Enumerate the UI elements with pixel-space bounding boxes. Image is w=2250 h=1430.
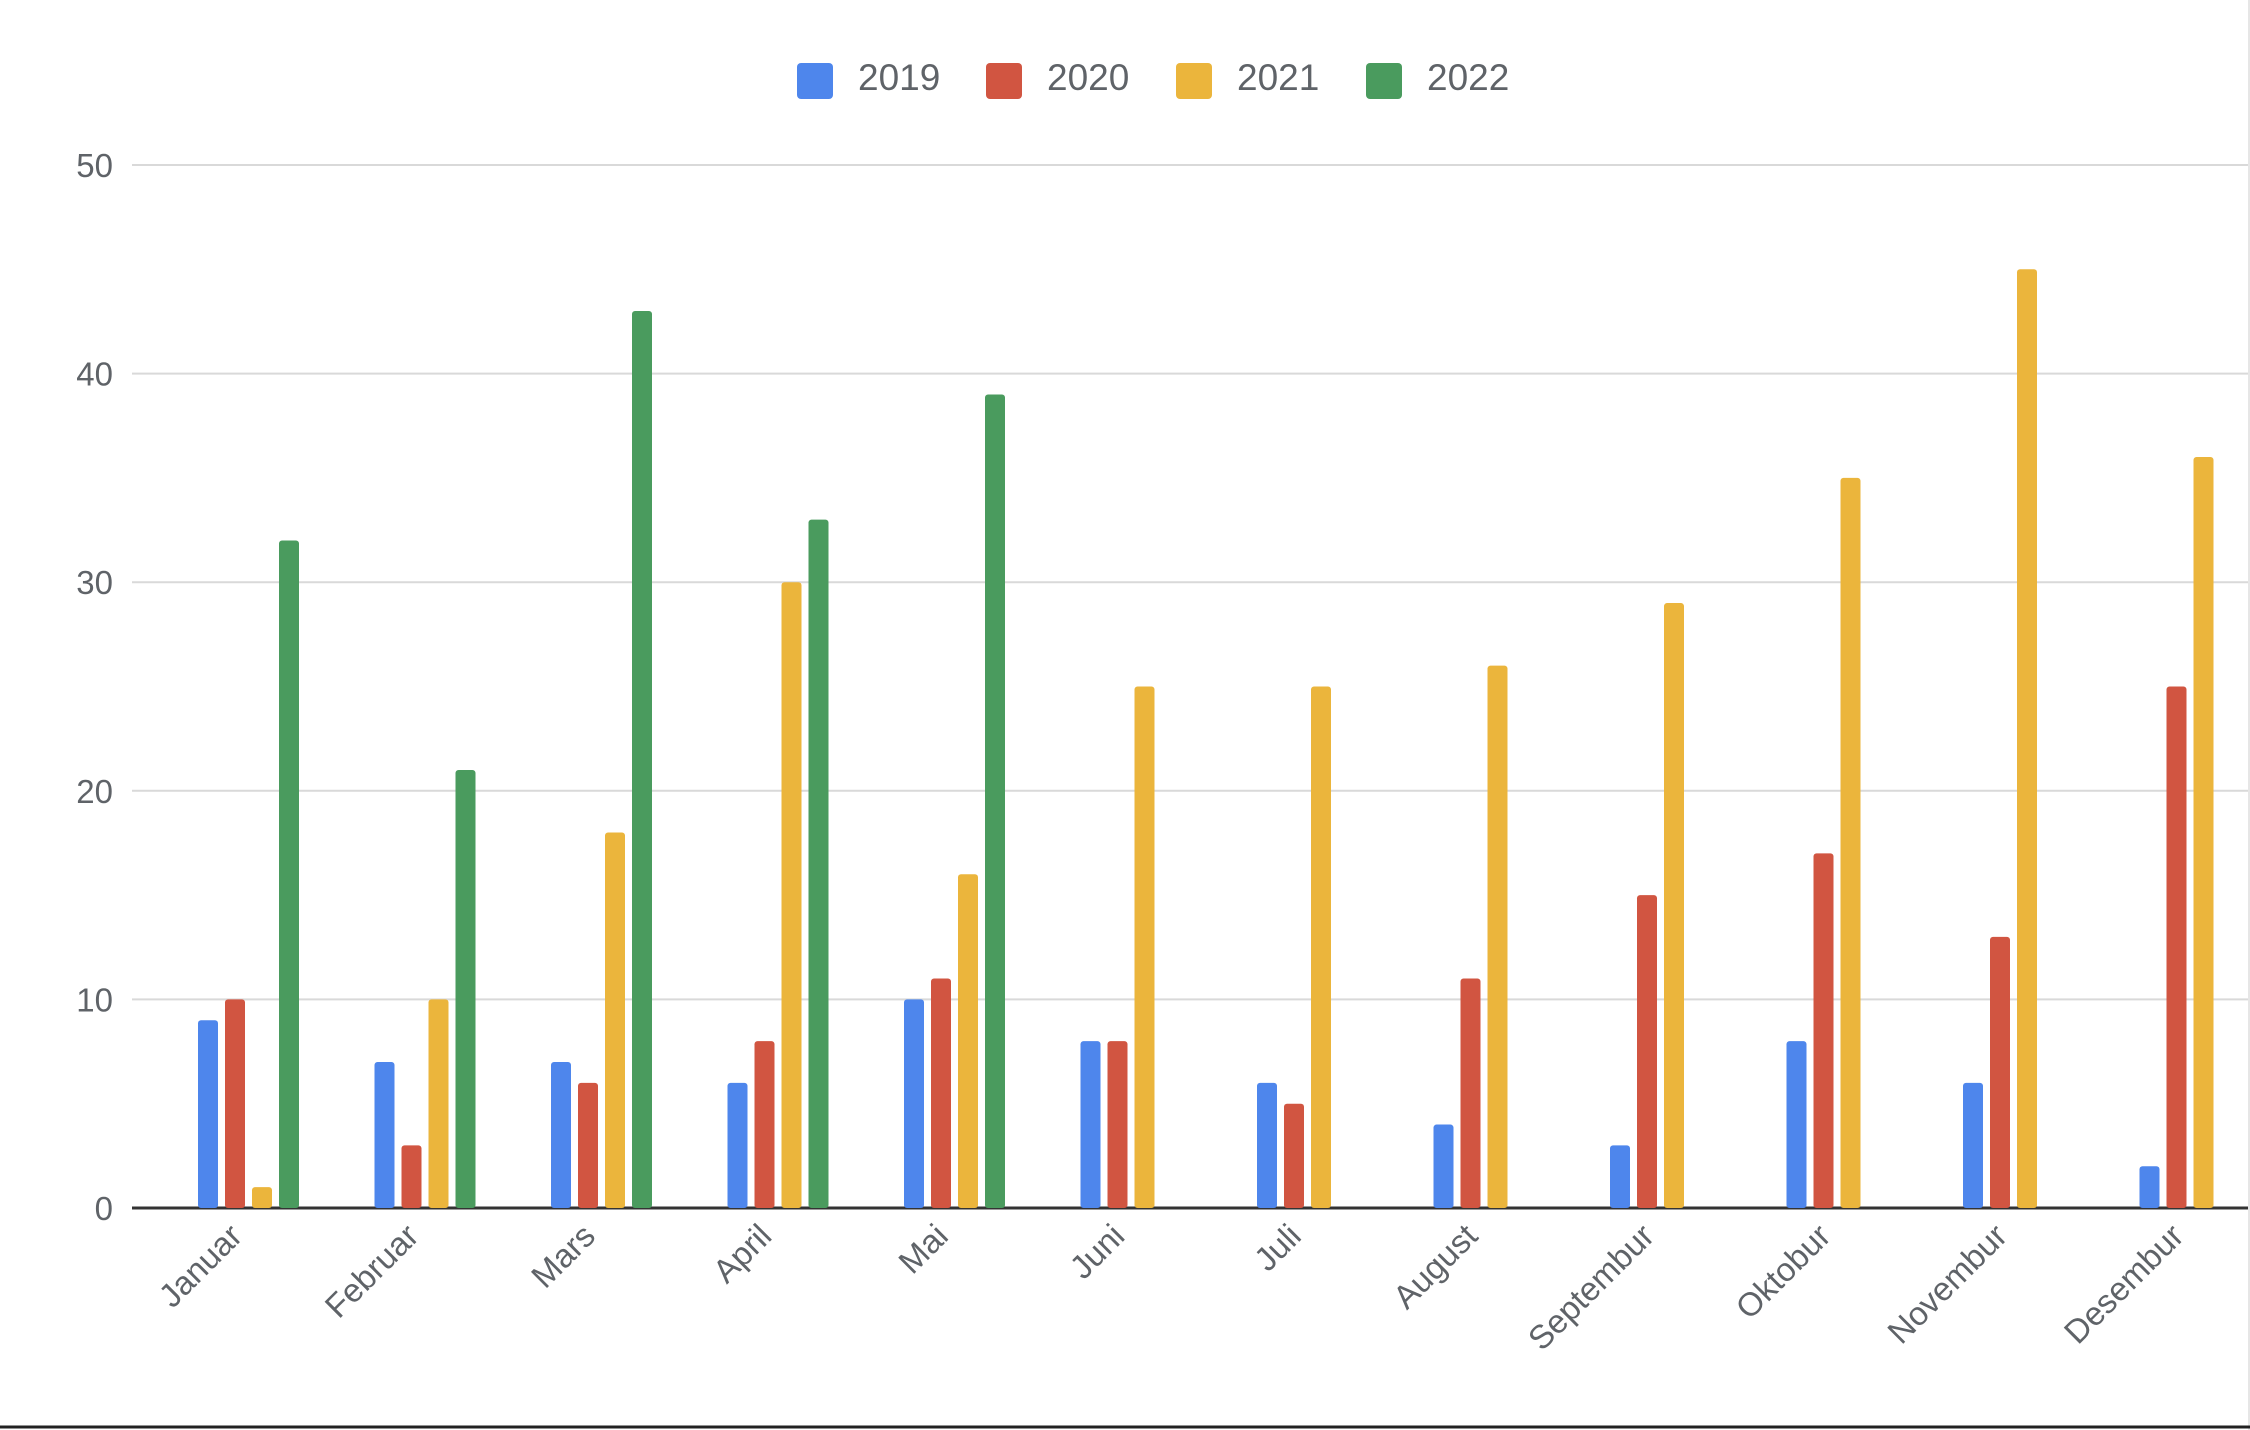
bar-2019-desembur xyxy=(2139,1166,2160,1208)
bar-2019-novembur xyxy=(1963,1082,1983,1208)
bar-2020-januar xyxy=(225,999,245,1208)
x-tick-label: August xyxy=(1386,1217,1485,1316)
x-axis-labels: Januar Februar Mars April Mai Juni Juli August S… xyxy=(151,1217,2190,1357)
bar-2021-august xyxy=(1487,665,1508,1208)
x-tick-label: April xyxy=(706,1217,779,1290)
y-tick-label: 30 xyxy=(76,564,113,601)
bar-2021-juli xyxy=(1311,686,1331,1208)
bar-2019-septembur xyxy=(1610,1145,1630,1208)
bar-2021-januar xyxy=(252,1187,272,1208)
y-tick-label: 0 xyxy=(95,1190,113,1227)
legend-swatch-2021 xyxy=(1176,63,1212,99)
bar-2020-april xyxy=(754,1041,775,1208)
x-tick-label: Septembur xyxy=(1521,1217,1661,1357)
bar-2019-juli xyxy=(1257,1082,1277,1208)
bar-2022-april xyxy=(808,519,829,1208)
bar-2020-juni xyxy=(1107,1041,1128,1208)
bar-2019-mai xyxy=(904,999,924,1208)
legend-swatch-2022 xyxy=(1366,63,1402,99)
legend-swatch-2019 xyxy=(797,63,833,99)
bar-2021-desembur xyxy=(2193,457,2214,1208)
y-axis-ticks: 0 10 20 30 40 50 xyxy=(76,147,113,1227)
legend-label-2019: 2019 xyxy=(858,57,940,98)
bar-2019-mars xyxy=(551,1061,571,1208)
bar-2019-februar xyxy=(374,1061,395,1208)
bar-2021-mars xyxy=(605,832,625,1208)
x-tick-label: Novembur xyxy=(1880,1217,2014,1351)
bar-2022-mars xyxy=(632,311,652,1208)
x-tick-label: Februar xyxy=(318,1217,426,1325)
bar-2021-mai xyxy=(958,874,978,1208)
bar-2021-februar xyxy=(428,999,449,1208)
bar-2022-januar xyxy=(279,540,299,1208)
x-tick-label: Januar xyxy=(151,1217,249,1315)
bar-2019-august xyxy=(1433,1124,1454,1208)
x-tick-label: Juni xyxy=(1062,1217,1131,1286)
bar-2020-mai xyxy=(931,978,951,1208)
x-tick-label: Desembur xyxy=(2057,1217,2191,1351)
bar-2019-januar xyxy=(198,1020,218,1208)
y-tick-label: 10 xyxy=(76,981,113,1018)
bar-2020-septembur xyxy=(1637,895,1657,1208)
y-tick-label: 20 xyxy=(76,773,113,810)
bar-2020-oktobur xyxy=(1813,853,1834,1208)
gridlines xyxy=(132,164,2250,1210)
bar-2020-februar xyxy=(401,1145,422,1208)
bar-2021-april xyxy=(781,582,802,1208)
bar-2020-mars xyxy=(578,1082,598,1208)
bar-2021-oktobur xyxy=(1840,477,1861,1208)
bar-2019-oktobur xyxy=(1786,1041,1807,1208)
bar-2021-novembur xyxy=(2017,269,2037,1208)
legend-swatch-2020 xyxy=(986,63,1022,99)
y-tick-label: 50 xyxy=(76,147,113,184)
bar-2021-septembur xyxy=(1664,603,1684,1208)
bars xyxy=(198,269,2214,1209)
x-tick-label: Mai xyxy=(891,1217,955,1281)
x-tick-label: Oktobur xyxy=(1728,1217,1837,1326)
legend-label-2020: 2020 xyxy=(1047,57,1129,98)
bar-2020-juli xyxy=(1284,1103,1304,1208)
x-tick-label: Mars xyxy=(524,1217,602,1295)
bar-2019-juni xyxy=(1080,1041,1101,1208)
legend-label-2022: 2022 xyxy=(1427,57,1509,98)
bar-2022-februar xyxy=(455,769,476,1208)
bar-2019-april xyxy=(727,1082,748,1208)
bar-2020-desembur xyxy=(2166,686,2187,1208)
legend: 2019 2020 2021 2022 xyxy=(797,57,1509,99)
legend-label-2021: 2021 xyxy=(1237,57,1319,98)
x-tick-label: Juli xyxy=(1247,1217,1308,1278)
bar-2022-mai xyxy=(985,394,1005,1209)
bar-2020-novembur xyxy=(1990,936,2010,1208)
bar-2021-juni xyxy=(1134,686,1155,1208)
y-tick-label: 40 xyxy=(76,356,113,393)
bar-2020-august xyxy=(1460,978,1481,1208)
